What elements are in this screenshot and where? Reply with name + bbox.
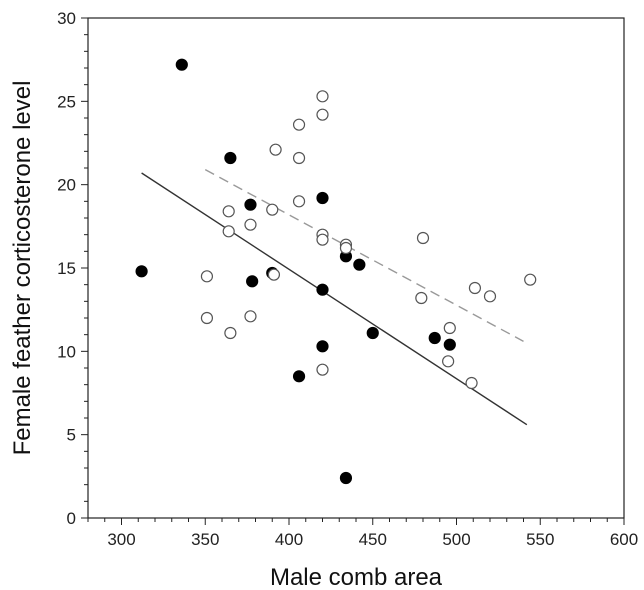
filled-data-point xyxy=(135,265,148,278)
open-data-point xyxy=(292,151,306,165)
filled-data-point xyxy=(246,275,259,288)
open-data-point xyxy=(339,241,353,255)
x-tick-label: 550 xyxy=(526,530,554,549)
y-tick-label: 20 xyxy=(57,176,76,195)
y-tick-label: 15 xyxy=(57,259,76,278)
filled-data-point xyxy=(316,191,329,205)
open-data-point xyxy=(222,225,235,238)
y-tick-label: 25 xyxy=(57,92,76,111)
open-data-point xyxy=(266,203,279,216)
filled-data-point xyxy=(224,151,237,165)
filled-data-point xyxy=(244,198,257,211)
y-tick-label: 5 xyxy=(67,426,76,445)
open-data-point xyxy=(316,233,329,246)
y-tick-label: 10 xyxy=(57,342,76,361)
open-data-point xyxy=(200,311,214,325)
open-data-point xyxy=(292,118,306,131)
open-data-point xyxy=(316,90,329,103)
open-data-point xyxy=(244,218,257,231)
filled-data-point xyxy=(316,283,329,296)
open-data-point xyxy=(267,268,281,281)
open-data-point xyxy=(269,143,282,156)
solid-trend-line xyxy=(141,172,528,426)
x-axis-label: Male comb area xyxy=(270,564,443,590)
open-data-point xyxy=(200,270,214,283)
open-data-point xyxy=(442,355,455,368)
x-tick-label: 400 xyxy=(275,530,303,549)
x-tick-label: 500 xyxy=(442,530,470,549)
filled-data-point xyxy=(175,58,188,71)
y-tick-label: 0 xyxy=(67,509,76,528)
open-data-point xyxy=(316,108,329,121)
open-data-point xyxy=(524,273,537,286)
filled-data-point xyxy=(443,338,456,351)
open-data-point xyxy=(416,231,430,245)
x-tick-label: 300 xyxy=(107,530,135,549)
y-axis-label: Female feather corticosterone level xyxy=(9,81,36,456)
open-data-point xyxy=(443,321,456,335)
filled-data-point xyxy=(292,370,306,383)
open-data-point xyxy=(224,326,237,340)
open-data-point xyxy=(244,310,257,323)
filled-data-point xyxy=(339,471,353,485)
x-tick-label: 350 xyxy=(191,530,219,549)
filled-data-point xyxy=(366,326,379,340)
x-tick-label: 450 xyxy=(359,530,387,549)
open-data-point xyxy=(292,195,306,208)
filled-data-point xyxy=(428,331,441,345)
open-data-point xyxy=(222,205,235,218)
dashed-trend-line xyxy=(204,169,524,342)
open-data-point xyxy=(468,281,482,295)
x-tick-label: 600 xyxy=(610,530,638,549)
open-data-point xyxy=(483,290,497,303)
y-tick-label: 30 xyxy=(57,9,76,28)
open-data-point xyxy=(415,291,428,305)
open-data-point xyxy=(465,376,478,390)
filled-data-point xyxy=(353,258,366,271)
open-data-point xyxy=(316,363,329,376)
filled-data-point xyxy=(316,340,329,353)
